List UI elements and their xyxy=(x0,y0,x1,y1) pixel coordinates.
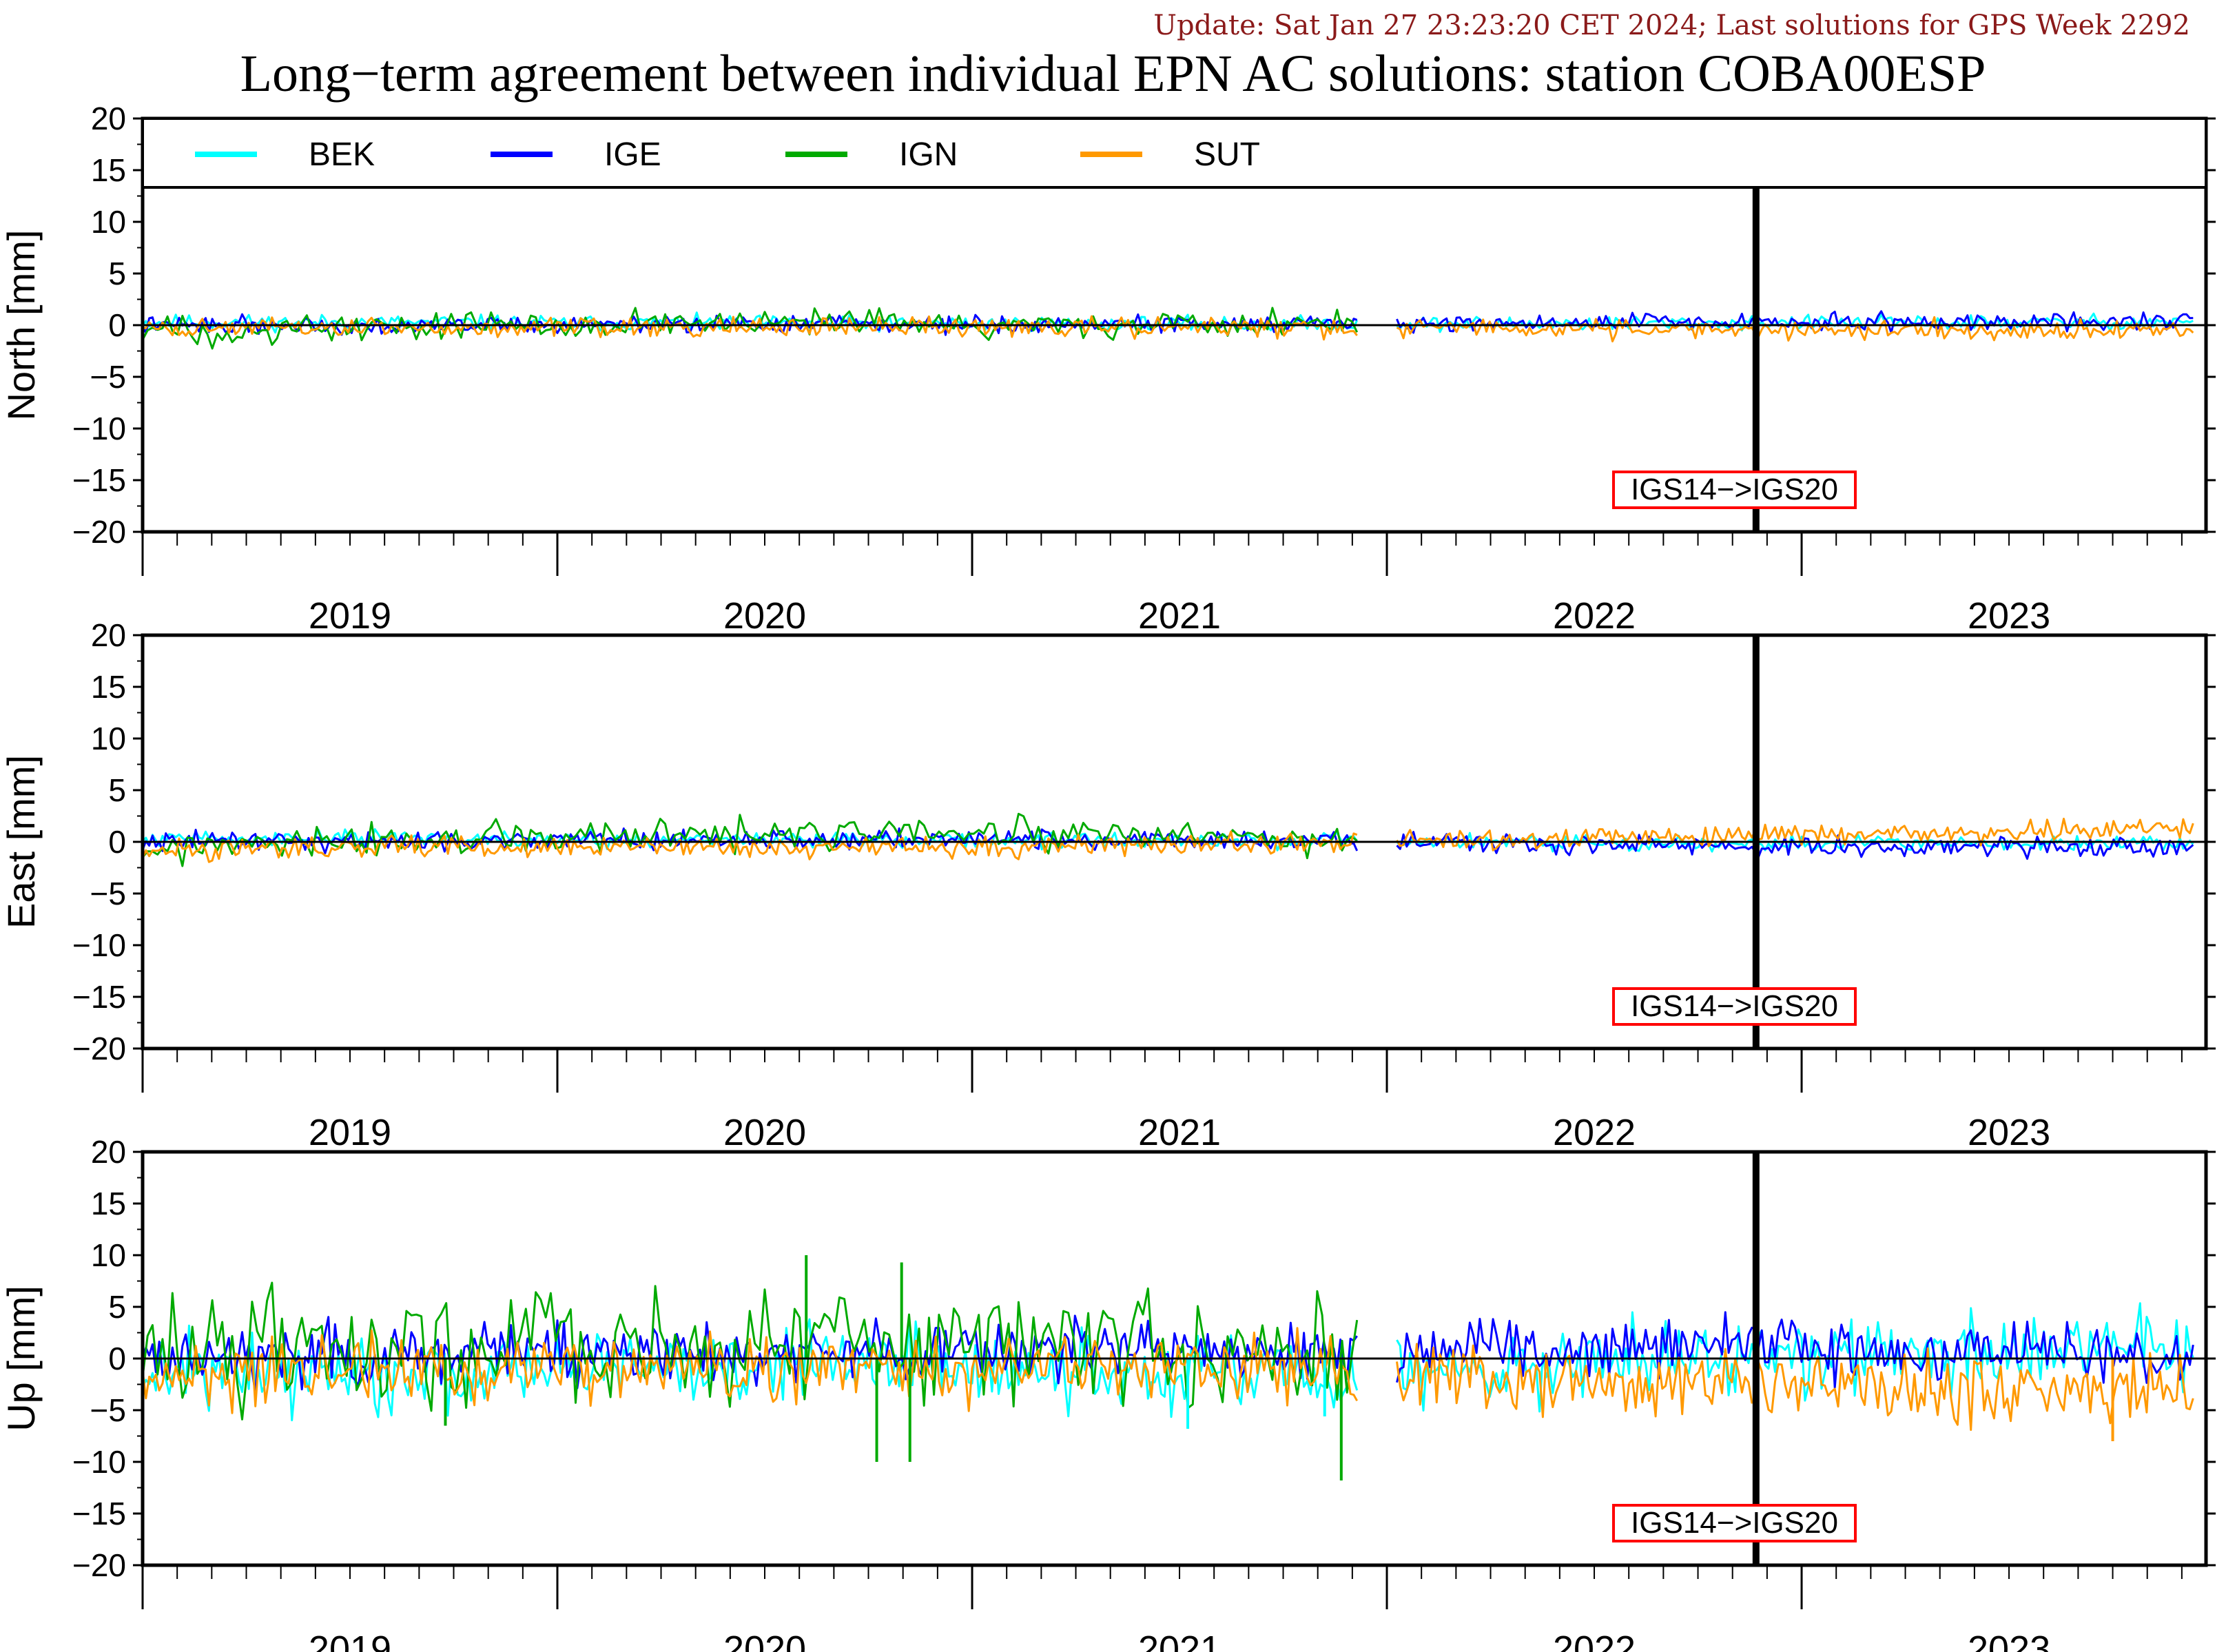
y-tick-label: 10 xyxy=(91,721,126,756)
x-year-label: 2020 xyxy=(723,1112,806,1153)
y-tick-label: −20 xyxy=(72,1547,126,1583)
update-timestamp: Update: Sat Jan 27 23:23:20 CET 2024; La… xyxy=(1153,10,2190,41)
frame-change-label: IGS14−>IGS20 xyxy=(1631,1506,1838,1540)
y-tick-label: 10 xyxy=(91,1237,126,1273)
x-year-label: 2023 xyxy=(1968,1112,2050,1153)
legend-box xyxy=(141,117,2207,189)
x-year-label: 2021 xyxy=(1138,595,1221,637)
y-tick-label: 15 xyxy=(91,669,126,705)
y-tick-label: −10 xyxy=(72,1444,126,1480)
y-axis-label: Up [mm] xyxy=(0,1286,43,1432)
x-year-label: 2020 xyxy=(723,1629,806,1652)
y-axis-label: East [mm] xyxy=(0,755,43,929)
x-year-label: 2019 xyxy=(309,1112,391,1153)
frame-change-box xyxy=(1612,1504,1857,1542)
y-tick-label: 5 xyxy=(108,1289,126,1325)
frame-change-label: IGS14−>IGS20 xyxy=(1631,989,1838,1023)
y-tick-label: 20 xyxy=(91,101,126,136)
x-year-label: 2019 xyxy=(309,595,391,637)
legend-label-ign: IGN xyxy=(899,136,958,173)
y-tick-label: 5 xyxy=(108,772,126,808)
x-year-label: 2021 xyxy=(1138,1112,1221,1153)
frame-change-label: IGS14−>IGS20 xyxy=(1631,473,1838,506)
legend-label-ige: IGE xyxy=(604,136,661,173)
series-sut-line xyxy=(141,1327,2194,1431)
y-tick-label: −15 xyxy=(72,979,126,1015)
y-tick-label: −15 xyxy=(72,462,126,498)
series-sut-line xyxy=(142,315,2194,342)
x-year-label: 2023 xyxy=(1968,1629,2050,1652)
y-tick-label: 0 xyxy=(108,307,126,343)
y-tick-label: 0 xyxy=(108,1341,126,1376)
y-tick-label: 10 xyxy=(91,204,126,240)
y-axis-label: North [mm] xyxy=(0,230,43,421)
x-year-label: 2023 xyxy=(1968,595,2050,637)
x-year-label: 2022 xyxy=(1553,1629,1636,1652)
frame-change-box xyxy=(1612,987,1857,1026)
frame-change-box xyxy=(1612,471,1857,509)
x-year-label: 2021 xyxy=(1138,1629,1221,1652)
x-year-label: 2019 xyxy=(309,1629,391,1652)
x-year-label: 2022 xyxy=(1553,1112,1636,1153)
y-tick-label: −20 xyxy=(72,514,126,550)
y-tick-label: −5 xyxy=(90,1392,126,1428)
y-tick-label: 0 xyxy=(108,824,126,860)
y-tick-label: 20 xyxy=(91,1134,126,1170)
x-year-label: 2020 xyxy=(723,595,806,637)
legend-label-bek: BEK xyxy=(309,136,375,173)
y-tick-label: 15 xyxy=(91,152,126,188)
legend-label-sut: SUT xyxy=(1194,136,1260,173)
y-tick-label: −5 xyxy=(90,359,126,395)
y-tick-label: 20 xyxy=(91,617,126,653)
y-tick-label: −5 xyxy=(90,876,126,911)
y-tick-label: 15 xyxy=(91,1186,126,1221)
chart-title: Long−term agreement between individual E… xyxy=(240,45,1986,103)
y-tick-label: −20 xyxy=(72,1031,126,1066)
y-tick-label: −10 xyxy=(72,411,126,446)
y-tick-label: −10 xyxy=(72,927,126,963)
series-ign-line xyxy=(141,812,1358,867)
y-tick-label: −15 xyxy=(72,1496,126,1531)
y-tick-label: 5 xyxy=(108,256,126,291)
x-year-label: 2022 xyxy=(1553,595,1636,637)
